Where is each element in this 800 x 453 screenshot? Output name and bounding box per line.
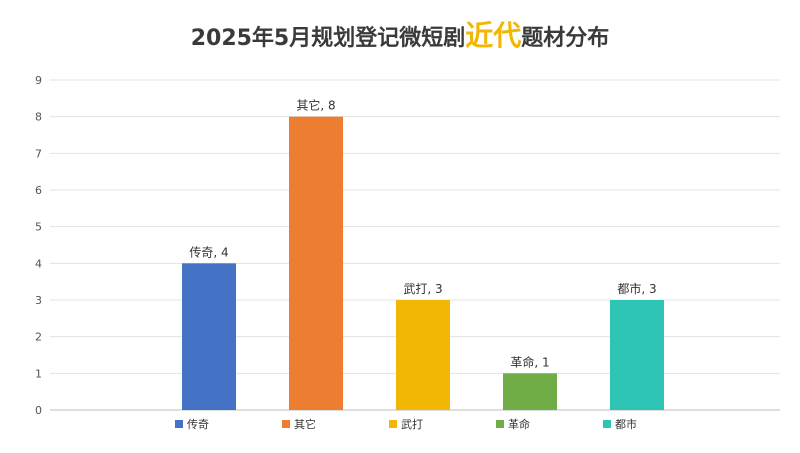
y-tick-label: 6: [35, 184, 42, 197]
bar-2: [289, 116, 343, 411]
y-tick-label: 5: [35, 221, 42, 234]
chart-title: 2025年5月规划登记微短剧近代题材分布: [0, 14, 800, 54]
legend-label: 革命: [508, 417, 530, 431]
chart-title-prefix: 2025年5月规划登记微短剧: [190, 26, 466, 51]
legend-swatch: [603, 420, 611, 428]
legend-swatch: [282, 420, 290, 428]
y-tick-label: 8: [35, 111, 42, 124]
chart-title-highlight: 近代: [465, 19, 522, 52]
legend-swatch: [175, 420, 183, 428]
y-tick-label: 2: [35, 331, 42, 344]
legend-label: 都市: [615, 417, 637, 431]
y-tick-label: 3: [35, 294, 42, 307]
bar-5: [610, 300, 664, 410]
bar-4: [503, 373, 557, 410]
legend-label: 传奇: [187, 418, 209, 431]
bar-3: [396, 300, 450, 410]
y-tick-label: 9: [35, 74, 42, 87]
data-label: 都市, 3: [617, 281, 656, 296]
legend-label: 武打: [401, 417, 423, 431]
y-tick-label: 4: [35, 257, 42, 270]
data-label: 其它, 8: [296, 98, 335, 113]
legend-swatch: [496, 420, 504, 428]
legend-label: 其它: [294, 417, 316, 431]
data-label: 革命, 1: [510, 354, 549, 369]
y-tick-label: 0: [35, 404, 42, 417]
data-label: 武打, 3: [403, 282, 442, 296]
y-tick-label: 7: [35, 147, 42, 160]
y-tick-label: 1: [35, 367, 42, 380]
bar-1: [182, 263, 236, 410]
chart-title-suffix: 题材分布: [521, 26, 610, 51]
data-label: 传奇, 4: [189, 244, 228, 259]
legend-swatch: [389, 420, 397, 428]
